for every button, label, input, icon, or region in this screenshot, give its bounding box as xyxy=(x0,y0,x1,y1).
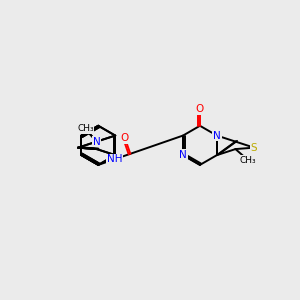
Text: N: N xyxy=(93,136,101,147)
Text: CH₃: CH₃ xyxy=(77,124,94,134)
Text: N: N xyxy=(213,130,221,141)
Text: CH₃: CH₃ xyxy=(77,124,94,134)
Text: NH: NH xyxy=(106,154,122,164)
Text: O: O xyxy=(196,104,204,114)
Text: N: N xyxy=(93,136,101,147)
Text: CH₃: CH₃ xyxy=(240,156,256,165)
Text: O: O xyxy=(121,133,129,143)
Text: S: S xyxy=(251,142,257,153)
Text: N: N xyxy=(179,150,187,160)
